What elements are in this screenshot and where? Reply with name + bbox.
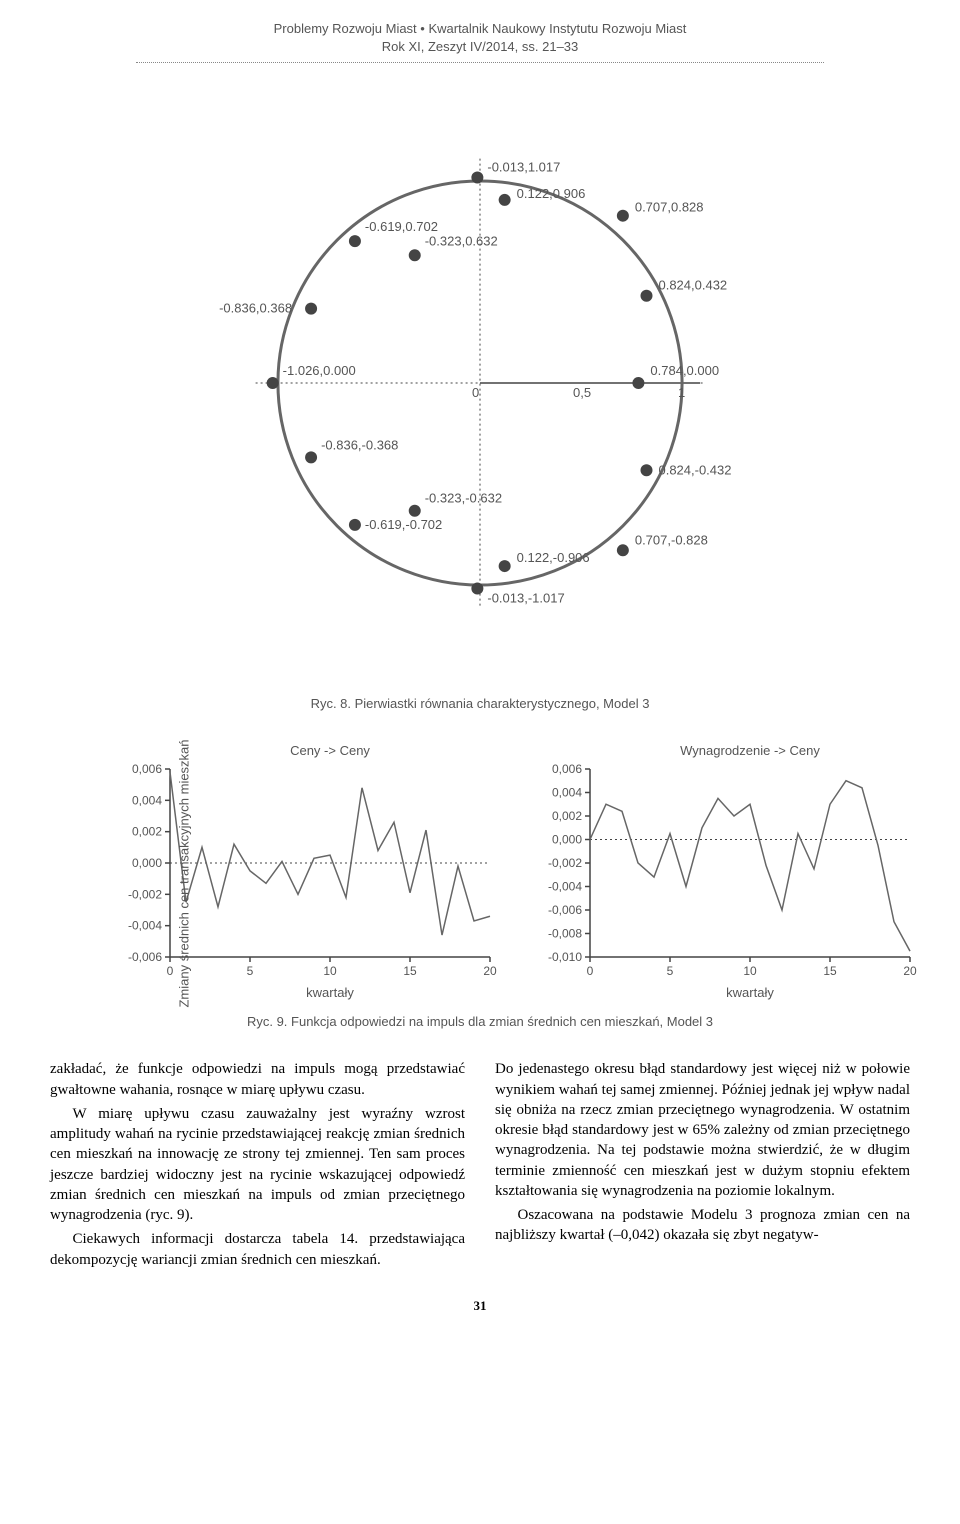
body-paragraph: Do jedenastego okresu błąd standardowy j… <box>495 1059 910 1201</box>
svg-text:-0,006: -0,006 <box>548 903 582 917</box>
figure-8-caption: Ryc. 8. Pierwiastki równania charakterys… <box>50 696 910 711</box>
header-line-2: Rok XI, Zeszyt IV/2014, ss. 21–33 <box>50 38 910 56</box>
svg-text:0,004: 0,004 <box>552 786 582 800</box>
svg-text:0,002: 0,002 <box>132 825 162 839</box>
svg-text:0: 0 <box>167 964 174 978</box>
svg-text:15: 15 <box>823 964 837 978</box>
svg-text:0: 0 <box>587 964 594 978</box>
svg-text:0.824,0.432: 0.824,0.432 <box>658 278 727 293</box>
svg-text:0,006: 0,006 <box>552 762 582 776</box>
svg-text:5: 5 <box>667 964 674 978</box>
svg-text:0.824,-0.432: 0.824,-0.432 <box>658 463 731 478</box>
svg-text:0,000: 0,000 <box>552 833 582 847</box>
svg-text:-0.836,-0.368: -0.836,-0.368 <box>321 438 398 453</box>
impulse-response-row: Zmiany średnich cen transakcyjnych miesz… <box>50 741 910 1006</box>
svg-text:-0.323,-0.632: -0.323,-0.632 <box>425 491 502 506</box>
svg-text:0,002: 0,002 <box>552 809 582 823</box>
svg-text:0,006: 0,006 <box>132 762 162 776</box>
svg-text:0.122,-0.906: 0.122,-0.906 <box>517 550 590 565</box>
svg-text:20: 20 <box>903 964 917 978</box>
svg-text:-0,002: -0,002 <box>548 856 582 870</box>
svg-text:kwartały: kwartały <box>726 985 774 1000</box>
svg-text:-0.323,0.632: -0.323,0.632 <box>425 234 498 249</box>
body-paragraph: Ciekawych informacji dostarcza tabela 14… <box>50 1229 465 1270</box>
running-header: Problemy Rozwoju Miast • Kwartalnik Nauk… <box>50 20 910 56</box>
body-left-column: zakładać, że funkcje odpowiedzi na impul… <box>50 1059 465 1274</box>
svg-text:0: 0 <box>472 385 479 400</box>
svg-text:-0,004: -0,004 <box>548 880 582 894</box>
svg-text:0.784,0.000: 0.784,0.000 <box>650 363 719 378</box>
svg-text:Wynagrodzenie -> Ceny: Wynagrodzenie -> Ceny <box>680 743 820 758</box>
impulse-right-chart: Wynagrodzenie -> Ceny -0,010 -0,008 -0,006 -… <box>530 741 920 1006</box>
body-paragraph: zakładać, że funkcje odpowiedzi na impul… <box>50 1059 465 1100</box>
svg-text:10: 10 <box>323 964 337 978</box>
body-paragraph: W miarę upływu czasu zauważalny jest wyr… <box>50 1104 465 1226</box>
svg-text:10: 10 <box>743 964 757 978</box>
impulse-left-chart: Ceny -> Ceny -0,006 -0,004 -0,002 0,000 0,002… <box>110 741 500 1006</box>
body-paragraph: Oszacowana na podstawie Modelu 3 prognoz… <box>495 1205 910 1246</box>
svg-text:0.707,0.828: 0.707,0.828 <box>635 200 704 215</box>
svg-text:20: 20 <box>483 964 497 978</box>
figure-9-caption: Ryc. 9. Funkcja odpowiedzi na impuls dla… <box>50 1014 910 1029</box>
svg-text:5: 5 <box>247 964 254 978</box>
svg-text:-0,004: -0,004 <box>128 919 162 933</box>
header-line-1: Problemy Rozwoju Miast • Kwartalnik Nauk… <box>50 20 910 38</box>
svg-text:0,000: 0,000 <box>132 856 162 870</box>
body-right-column: Do jedenastego okresu błąd standardowy j… <box>495 1059 910 1274</box>
svg-text:1: 1 <box>678 385 685 400</box>
svg-text:0.707,-0.828: 0.707,-0.828 <box>635 533 708 548</box>
unit-circle-chart: 0 0,5 1 -0.013,1.017 0.122,0.906 0.707,0.828 -… <box>180 83 780 688</box>
body-text-columns: zakładać, że funkcje odpowiedzi na impul… <box>50 1059 910 1274</box>
svg-text:-0.013,1.017: -0.013,1.017 <box>487 160 560 175</box>
svg-text:0.122,0.906: 0.122,0.906 <box>517 186 586 201</box>
impulse-y-axis-label-block: Zmiany średnich cen transakcyjnych miesz… <box>50 741 80 1006</box>
svg-text:-0.619,0.702: -0.619,0.702 <box>365 220 438 235</box>
svg-text:-0,008: -0,008 <box>548 927 582 941</box>
svg-text:-0.619,-0.702: -0.619,-0.702 <box>365 517 442 532</box>
svg-text:-0.013,-1.017: -0.013,-1.017 <box>487 591 564 606</box>
svg-text:0,5: 0,5 <box>573 385 591 400</box>
svg-text:-0,006: -0,006 <box>128 950 162 964</box>
svg-text:15: 15 <box>403 964 417 978</box>
svg-text:0,004: 0,004 <box>132 794 162 808</box>
svg-text:kwartały: kwartały <box>306 985 354 1000</box>
svg-text:-0,010: -0,010 <box>548 950 582 964</box>
svg-text:-0.836,0.368: -0.836,0.368 <box>219 301 292 316</box>
impulse-y-axis-label: Zmiany średnich cen transakcyjnych miesz… <box>177 740 192 1008</box>
svg-text:-1.026,0.000: -1.026,0.000 <box>283 363 356 378</box>
header-rule <box>136 62 824 63</box>
svg-text:Ceny -> Ceny: Ceny -> Ceny <box>290 743 370 758</box>
svg-text:-0,002: -0,002 <box>128 888 162 902</box>
page-number: 31 <box>50 1298 910 1314</box>
